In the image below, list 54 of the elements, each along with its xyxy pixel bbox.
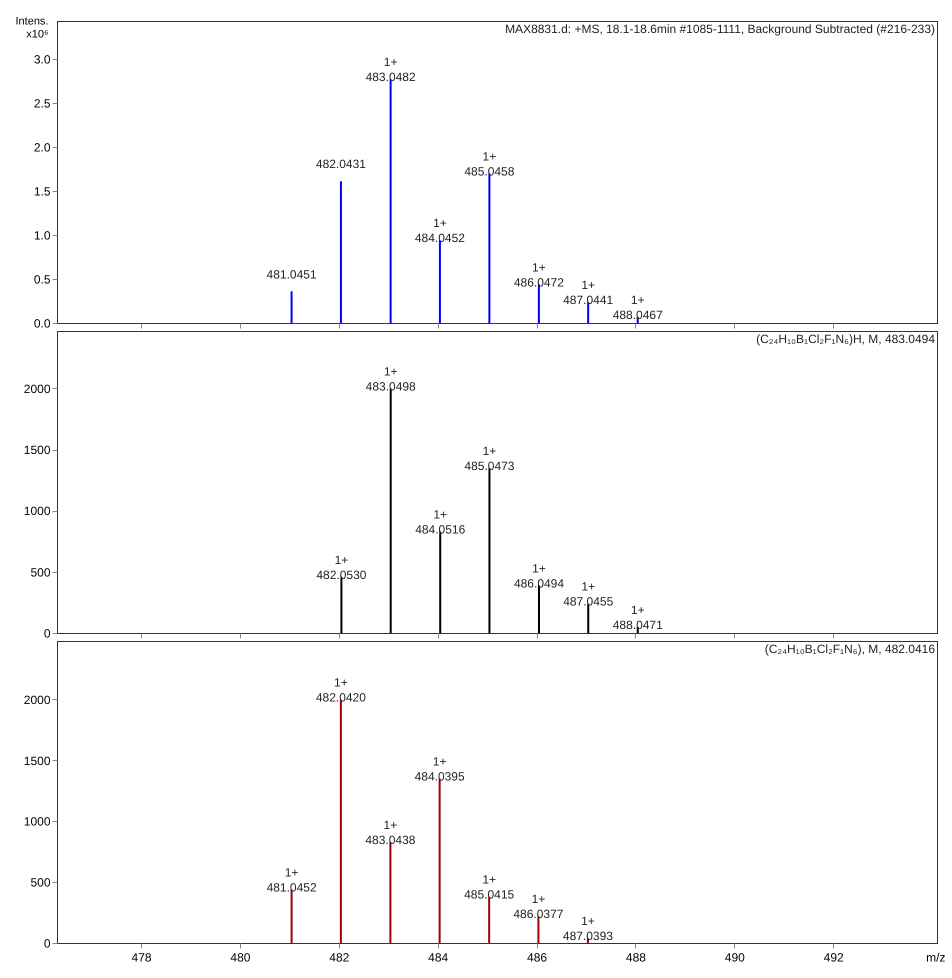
annotation: 1+ 483.0498 bbox=[366, 364, 416, 394]
annotation: 1+ 486.0377 bbox=[513, 892, 564, 922]
y-tick-label: 2000 bbox=[24, 382, 51, 396]
x-tick-label: 488 bbox=[626, 950, 646, 964]
x-tick-label: 492 bbox=[824, 950, 844, 964]
y-tick-label: 0 bbox=[44, 626, 51, 640]
y-tick-label: 1.0 bbox=[34, 228, 51, 242]
y-tick-label: 2000 bbox=[24, 692, 51, 707]
x-tick-label: 490 bbox=[724, 950, 746, 964]
annotation: 1+ 487.0441 bbox=[563, 278, 614, 307]
annotation: 1+ 483.0482 bbox=[366, 55, 416, 84]
annotation: 1+ 485.0473 bbox=[464, 444, 515, 473]
x-axis-title: m/z bbox=[926, 950, 946, 964]
y-tick-label: 3.0 bbox=[34, 52, 51, 66]
annotation: 481.0451 bbox=[266, 267, 317, 282]
y-tick-label: 2.0 bbox=[34, 140, 51, 154]
y-tick-label: 0.0 bbox=[34, 316, 51, 330]
annotation: 1+ 484.0516 bbox=[415, 508, 466, 537]
y-tick-label: 1500 bbox=[24, 443, 51, 458]
y-tick-label: 0.5 bbox=[34, 272, 51, 286]
annotation: 1+ 485.0458 bbox=[464, 149, 515, 178]
bar bbox=[290, 291, 293, 323]
annotation: 1+ 486.0494 bbox=[514, 561, 564, 590]
y-tick-label: 1000 bbox=[24, 814, 51, 829]
annotation: 1+ 487.0393 bbox=[562, 914, 614, 944]
annotation: 1+ 481.0452 bbox=[266, 865, 317, 894]
annotation: 1+ 484.0452 bbox=[414, 216, 466, 246]
y-tick-label: 2.5 bbox=[34, 96, 51, 110]
annotation: 1+ 485.0415 bbox=[464, 872, 515, 902]
y-tick-label: 500 bbox=[30, 876, 51, 890]
chart-title: MAX8831.d: +MS, 18.1-18.6min #1085-1111, Background Subtracted (#216-233) bbox=[505, 22, 936, 36]
annotation: 1+ 488.0471 bbox=[612, 602, 664, 632]
chart-title: (C₂₄H₁₀B₁Cl₂F₁N₆)H, M, 483.0494 bbox=[756, 332, 936, 346]
annotation: 1+ 484.0395 bbox=[414, 754, 465, 784]
x-tick-label: 486 bbox=[527, 950, 548, 964]
annotation: 1+ 487.0455 bbox=[563, 580, 614, 609]
y-tick-label: 1.5 bbox=[34, 184, 51, 198]
x-tick-label: 478 bbox=[132, 950, 152, 964]
x-tick-label: 484 bbox=[428, 950, 449, 964]
chart-title: (C₂₄H₁₀B₁Cl₂F₁N₆), M, 482.0416 bbox=[764, 642, 936, 656]
y-axis-title: Intens. x10⁶ bbox=[15, 16, 48, 40]
y-tick-label: 1000 bbox=[24, 504, 51, 518]
annotation: 482.0431 bbox=[316, 157, 366, 172]
bar bbox=[340, 181, 342, 323]
annotation: 1+ 482.0420 bbox=[316, 675, 366, 704]
x-tick-label: 482 bbox=[329, 950, 350, 964]
annotation: 1+ 486.0472 bbox=[514, 260, 564, 290]
x-tick-label: 480 bbox=[230, 950, 251, 964]
annotation: 1+ 488.0467 bbox=[612, 292, 664, 322]
annotation: 1+ 483.0438 bbox=[365, 818, 416, 847]
annotation: 1+ 482.0530 bbox=[316, 552, 367, 582]
y-tick-label: 500 bbox=[30, 565, 51, 580]
y-tick-label: 1500 bbox=[24, 754, 51, 768]
y-tick-label: 0 bbox=[44, 936, 51, 950]
